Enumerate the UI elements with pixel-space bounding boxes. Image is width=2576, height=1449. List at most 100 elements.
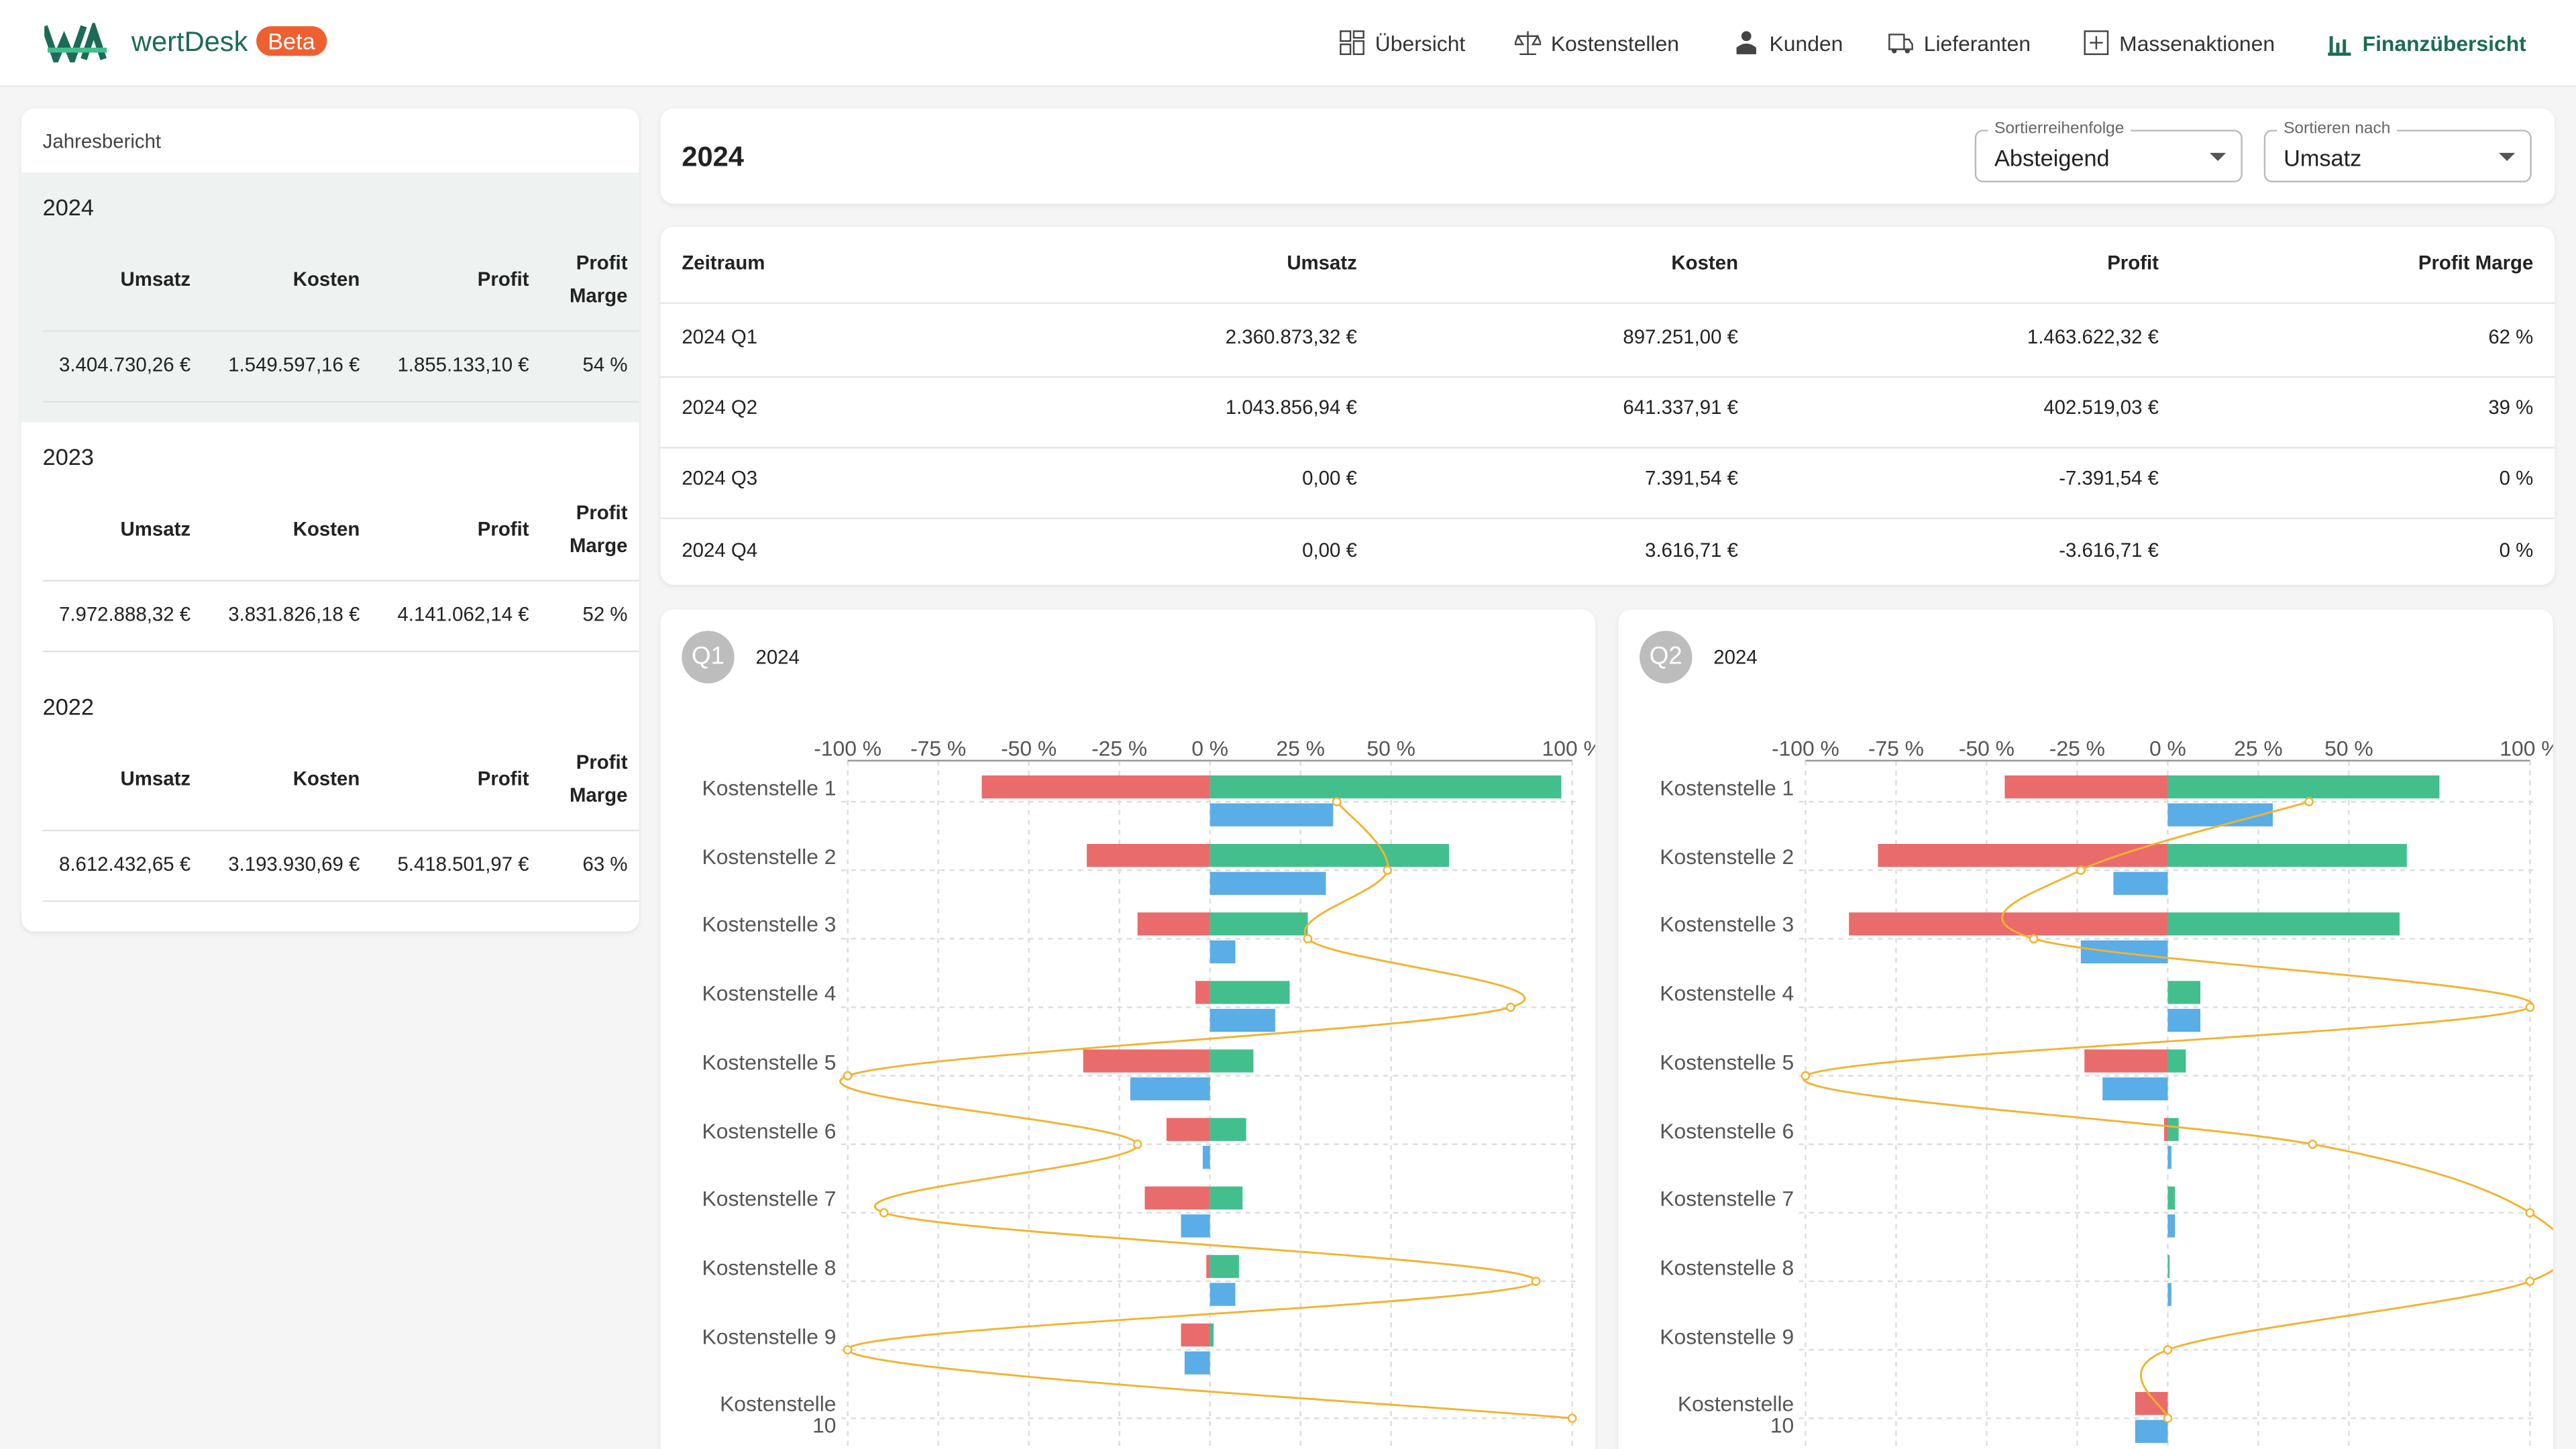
select-value: Umsatz bbox=[2284, 144, 2362, 171]
bar bbox=[1210, 940, 1236, 964]
category-label: Kostenstelle 5 bbox=[1660, 1049, 1794, 1075]
table-cell: 641.337,91 € bbox=[1623, 396, 1739, 419]
bar bbox=[1137, 912, 1210, 936]
line-point bbox=[1332, 797, 1342, 806]
line-point bbox=[1132, 1139, 1142, 1149]
x-tick-label: -75 % bbox=[910, 737, 966, 761]
column-header: Umsatz bbox=[120, 268, 191, 291]
bar bbox=[2167, 775, 2440, 799]
table-header: Kosten bbox=[1671, 251, 1739, 274]
line-point bbox=[2163, 1413, 2173, 1424]
category-label: Kostenstelle 2 bbox=[1660, 844, 1794, 869]
chart-badge: Q2 bbox=[1640, 631, 1693, 684]
cell: 5.418.501,97 € bbox=[397, 853, 529, 876]
cell: 52 % bbox=[582, 602, 628, 627]
year-label: 2023 bbox=[42, 443, 94, 470]
chart: -100 % -75 % -50 % -25 % 0 % 25 % 50 % 100 % bbox=[814, 737, 1595, 1449]
category-label: Kostenstelle 2 bbox=[702, 844, 837, 869]
bar bbox=[2102, 1077, 2168, 1101]
select-value: Absteigend bbox=[1994, 144, 2110, 171]
column-header: Profit Marge bbox=[569, 751, 628, 807]
divider bbox=[42, 330, 639, 332]
table-header: Profit Marge bbox=[2418, 251, 2534, 274]
line bbox=[839, 801, 1572, 1419]
x-tick-label: -75 % bbox=[1868, 737, 1924, 761]
table: Zeitraum Umsatz Kosten Profit Profit Marge 20… bbox=[660, 226, 2555, 585]
cell: 3.404.730,26 € bbox=[58, 353, 191, 376]
select[interactable]: Sortieren nach Umsatz bbox=[2263, 119, 2532, 182]
bar bbox=[2167, 912, 2400, 936]
nav-item[interactable]: Kostenstellen bbox=[1514, 30, 1680, 56]
bar bbox=[2135, 1419, 2168, 1443]
x-tick-label: -100 % bbox=[814, 737, 881, 761]
x-tick-label: 100 % bbox=[1542, 737, 1595, 761]
bar bbox=[2167, 803, 2273, 826]
cell: 7.972.888,32 € bbox=[58, 602, 191, 627]
category-label: Kostenstelle 4 bbox=[1660, 981, 1794, 1006]
bar bbox=[1210, 1186, 1243, 1210]
line-point bbox=[2029, 934, 2039, 944]
table-cell: -3.616,71 € bbox=[2059, 539, 2159, 562]
category-label: Kostenstelle 9 bbox=[1660, 1323, 1794, 1348]
bar bbox=[1195, 981, 1210, 1004]
bar bbox=[1210, 775, 1562, 799]
bar bbox=[2167, 981, 2201, 1004]
category-label: Kostenstelle 1 bbox=[1660, 775, 1794, 800]
bar bbox=[2167, 1146, 2171, 1169]
line-point bbox=[1383, 865, 1393, 875]
column-header: Profit bbox=[477, 517, 529, 541]
column-header: Umsatz bbox=[120, 767, 191, 790]
bar bbox=[2167, 1214, 2176, 1238]
nav-label: Kostenstellen bbox=[1550, 30, 1680, 56]
bar bbox=[1210, 1323, 1214, 1347]
select[interactable]: Sortierreihenfolge Absteigend bbox=[1974, 119, 2243, 182]
caret bbox=[2209, 152, 2226, 162]
line-point bbox=[2076, 865, 2086, 875]
row-divider bbox=[660, 447, 2555, 449]
year-block: 2022 Umsatz 8.612.432,65 € Kosten 3.193.930,… bbox=[21, 672, 639, 922]
bar bbox=[1210, 871, 1326, 895]
logo bbox=[44, 23, 107, 63]
bar bbox=[1181, 1214, 1210, 1238]
category-label: Kostenstelle 6 bbox=[1660, 1118, 1794, 1143]
line-point bbox=[1506, 1002, 1515, 1012]
bar bbox=[2167, 1186, 2176, 1210]
select-label: Sortieren nach bbox=[2277, 119, 2398, 138]
table-cell: 2024 Q2 bbox=[682, 396, 758, 419]
bar bbox=[1184, 1351, 1210, 1375]
column-header: Profit bbox=[477, 767, 529, 790]
nav-item[interactable]: Massenaktionen bbox=[2083, 30, 2275, 56]
nav-label: Massenaktionen bbox=[2119, 30, 2275, 56]
category-label: Kostenstelle 8 bbox=[702, 1254, 837, 1280]
beta-badge: Beta bbox=[256, 26, 327, 56]
category-label: Kostenstelle 9 bbox=[702, 1323, 837, 1348]
category-label: Kostenstelle 3 bbox=[702, 912, 837, 937]
row-divider bbox=[660, 302, 2555, 305]
cell: 54 % bbox=[582, 353, 628, 376]
line-point bbox=[2163, 1345, 2173, 1354]
category-label: Kostenstelle 6 bbox=[702, 1118, 837, 1143]
column-header: Kosten bbox=[292, 767, 360, 790]
table-cell: 3.616,71 € bbox=[1645, 539, 1739, 562]
bar bbox=[1210, 912, 1308, 936]
nav-item-active[interactable]: Finanzübersicht bbox=[2326, 30, 2526, 56]
table-header: Zeitraum bbox=[682, 251, 765, 274]
nav-item[interactable]: Lieferanten bbox=[1888, 30, 2031, 56]
bar bbox=[1210, 1049, 1254, 1073]
cell: 8.612.432,65 € bbox=[58, 853, 191, 876]
bar bbox=[981, 775, 1210, 799]
bar bbox=[2080, 940, 2168, 964]
bar bbox=[1083, 1049, 1210, 1073]
nav-item[interactable]: Kunden bbox=[1733, 30, 1843, 56]
nav-item[interactable]: Übersicht bbox=[1339, 30, 1465, 56]
x-tick-label: -25 % bbox=[2049, 737, 2105, 761]
cell: 3.831.826,18 € bbox=[228, 602, 360, 627]
table-header: Profit bbox=[2107, 251, 2159, 274]
x-tick-label: 25 % bbox=[2234, 737, 2283, 761]
column-header: Kosten bbox=[292, 268, 360, 291]
table-cell: 2024 Q4 bbox=[682, 539, 758, 562]
table-cell: 62 % bbox=[2488, 325, 2534, 349]
column-header: Profit bbox=[477, 268, 529, 291]
divider bbox=[42, 400, 639, 403]
table-cell: 1.463.622,32 € bbox=[2027, 325, 2159, 349]
